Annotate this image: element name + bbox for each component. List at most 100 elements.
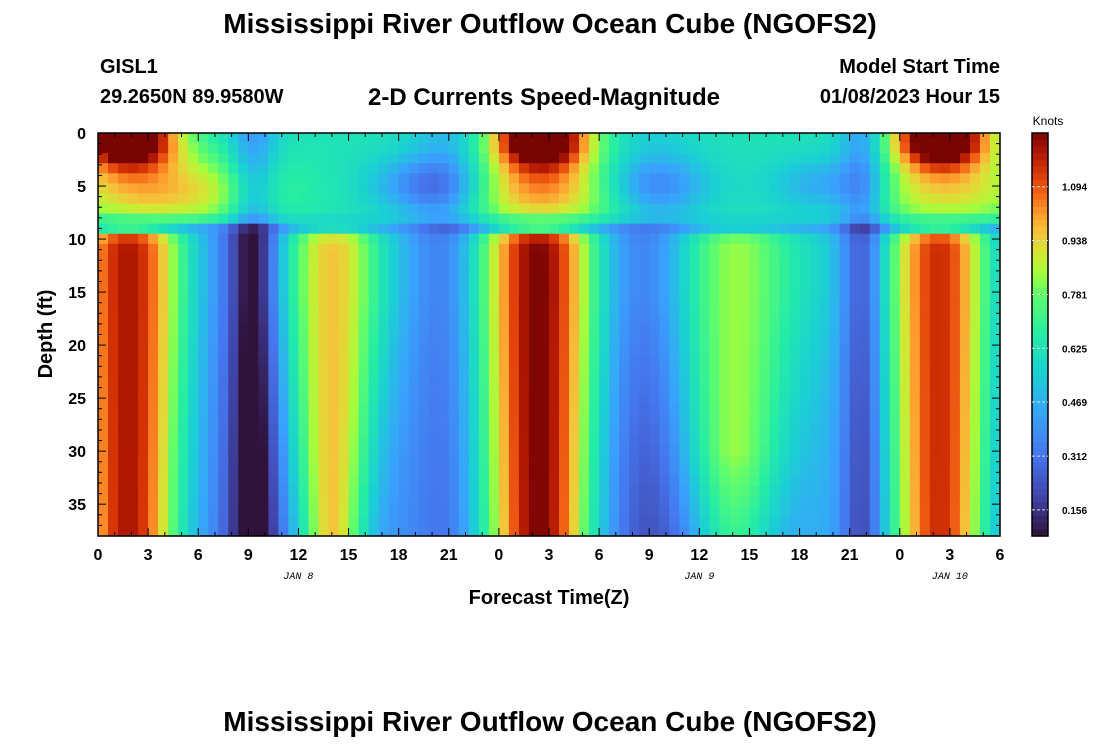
heatmap-cell (739, 263, 751, 275)
heatmap-cell (338, 183, 350, 195)
heatmap-cell (418, 505, 430, 517)
heatmap-cell (969, 394, 981, 406)
heatmap-cell (719, 525, 730, 537)
heatmap-cell (889, 304, 901, 315)
heatmap-cell (148, 284, 159, 295)
heatmap-cell (478, 465, 490, 477)
x-tick-label: 12 (290, 547, 308, 564)
heatmap-cell (909, 344, 921, 356)
heatmap-cell (138, 213, 149, 225)
heatmap-cell (749, 364, 761, 376)
heatmap-cell (659, 153, 670, 164)
heatmap-cell (669, 445, 680, 456)
heatmap-cell (669, 324, 680, 336)
heatmap-cell (458, 314, 470, 326)
heatmap-cell (709, 253, 720, 265)
heatmap-cell (839, 173, 851, 184)
heatmap-cell (448, 233, 460, 245)
heatmap-cell (338, 213, 350, 225)
heatmap-cell (188, 445, 199, 456)
heatmap-cell (609, 455, 620, 467)
heatmap-cell (719, 153, 730, 164)
heatmap-cell (308, 203, 320, 215)
heatmap-cell (909, 263, 921, 275)
heatmap-cell (348, 495, 360, 507)
heatmap-cell (799, 384, 811, 396)
heatmap-cell (378, 465, 390, 477)
heatmap-cell (538, 465, 550, 477)
heatmap-cell (979, 495, 991, 507)
heatmap-cell (949, 324, 961, 336)
heatmap-cell (659, 354, 670, 366)
heatmap-cell (488, 173, 500, 184)
heatmap-cell (268, 324, 279, 336)
heatmap-cell (238, 324, 249, 336)
heatmap-cell (569, 294, 580, 305)
heatmap-cell (979, 253, 991, 265)
heatmap-cell (368, 143, 380, 154)
heatmap-cell (138, 203, 149, 215)
heatmap-cell (569, 173, 580, 184)
heatmap-cell (538, 425, 550, 436)
heatmap-cell (308, 223, 320, 235)
heatmap-cell (849, 233, 861, 245)
heatmap-cell (348, 153, 360, 164)
heatmap-cell (108, 455, 119, 467)
heatmap-cell (679, 415, 690, 426)
heatmap-cell (118, 465, 129, 477)
heatmap-cell (899, 173, 911, 184)
heatmap-cell (408, 364, 420, 376)
heatmap-cell (649, 304, 660, 315)
heatmap-cell (629, 405, 640, 416)
heatmap-cell (769, 153, 781, 164)
heatmap-cell (428, 233, 440, 245)
heatmap-cell (108, 435, 119, 446)
heatmap-cell (849, 435, 861, 446)
heatmap-cell (148, 525, 159, 537)
heatmap-cell (959, 143, 971, 154)
heatmap-cell (128, 394, 139, 406)
heatmap-cell (689, 163, 700, 174)
heatmap-cell (709, 153, 720, 164)
heatmap-cell (158, 294, 169, 305)
heatmap-cell (819, 314, 831, 326)
heatmap-cell (128, 455, 139, 467)
heatmap-cell (959, 294, 971, 305)
heatmap-cell (98, 354, 109, 366)
heatmap-cell (739, 505, 751, 517)
heatmap-cell (789, 133, 801, 144)
heatmap-cell (228, 374, 239, 386)
heatmap-cell (609, 334, 620, 346)
heatmap-cell (789, 485, 801, 497)
heatmap-cell (108, 525, 119, 537)
heatmap-cell (689, 354, 700, 366)
heatmap-cell (769, 304, 781, 315)
heatmap-cell (669, 294, 680, 305)
heatmap-cell (569, 354, 580, 366)
heatmap-cell (619, 384, 630, 396)
heatmap-cell (739, 445, 751, 456)
heatmap-cell (979, 203, 991, 215)
heatmap-cell (659, 465, 670, 477)
heatmap-cell (458, 274, 470, 285)
heatmap-cell (729, 455, 741, 467)
heatmap-cell (689, 525, 700, 537)
heatmap-cell (368, 263, 380, 275)
heatmap-cell (308, 415, 320, 426)
heatmap-cell (148, 485, 159, 497)
heatmap-cell (178, 515, 189, 527)
heatmap-cell (288, 334, 300, 346)
heatmap-cell (408, 505, 420, 517)
heatmap-cell (609, 203, 620, 215)
heatmap-cell (689, 223, 700, 235)
heatmap-cell (609, 314, 620, 326)
heatmap-cell (178, 455, 189, 467)
heatmap-cell (579, 203, 590, 215)
heatmap-cell (939, 525, 951, 537)
heatmap-cell (148, 425, 159, 436)
heatmap-cell (258, 405, 269, 416)
heatmap-cell (849, 324, 861, 336)
heatmap-cell (278, 465, 290, 477)
heatmap-cell (468, 203, 480, 215)
